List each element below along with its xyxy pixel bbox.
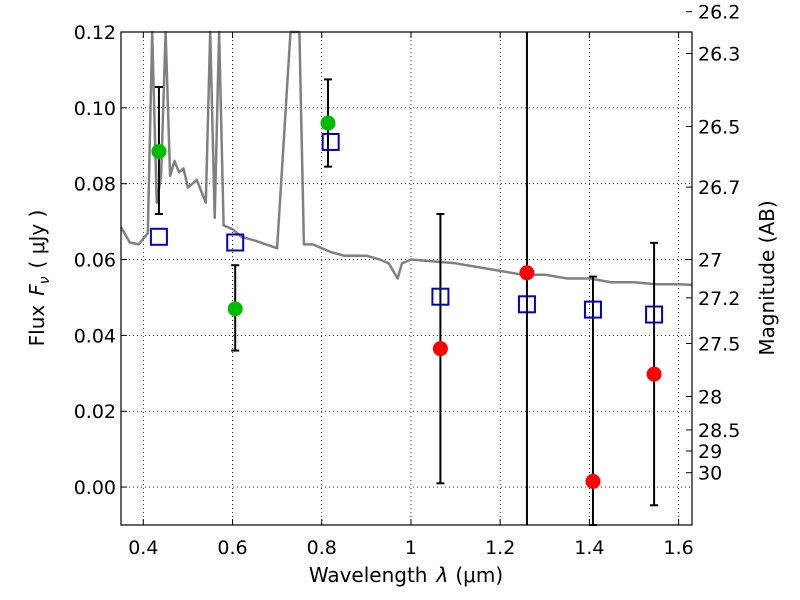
- x-tick-label: 0.8: [307, 537, 337, 559]
- plot-area: [121, 32, 692, 525]
- x-tick-label: 0.4: [128, 537, 158, 559]
- mag-tick-label: 27: [698, 250, 722, 272]
- observed-green-point: [320, 115, 336, 131]
- x-tick-label: 1.6: [664, 537, 694, 559]
- x-tick-label: 1.2: [485, 537, 515, 559]
- model-photometry-point: [583, 300, 602, 319]
- mag-tick-label: 27.5: [698, 334, 740, 356]
- y-tick-label: 0.02: [74, 401, 116, 423]
- model-photometry-point: [226, 233, 245, 252]
- mag-tick-label: 26.2: [698, 2, 740, 24]
- observed-red-point: [432, 341, 448, 357]
- model-photometry-point: [431, 287, 450, 306]
- mag-tick-label: 28.5: [698, 420, 740, 442]
- observed-green-point: [151, 143, 167, 159]
- mag-tick-label: 26.5: [698, 116, 740, 138]
- axis-ticks: 0.4 0.6 0.8 1 1.2 1.4 1.6 0.00 0.02 0.04 0.06 0.08 0…: [74, 2, 741, 559]
- y-tick-label: 0.08: [74, 174, 116, 196]
- observed-red-point: [519, 265, 535, 281]
- mag-tick-label: 30: [698, 463, 722, 485]
- model-photometry-point: [321, 132, 340, 151]
- mag-tick-label: 29: [698, 441, 722, 463]
- y-tick-label: 0.12: [74, 22, 116, 44]
- x-tick-label: 0.6: [217, 537, 247, 559]
- data-markers: [149, 115, 664, 489]
- plot-frame: [120, 31, 693, 526]
- mag-tick-label: 28: [698, 386, 722, 408]
- y-tick-label: 0.06: [74, 250, 116, 272]
- y-tick-label: 0.10: [74, 98, 116, 120]
- mag-tick-label: 26.7: [698, 177, 740, 199]
- model-photometry-point: [149, 227, 168, 246]
- observed-red-point: [646, 366, 662, 382]
- mag-tick-label: 27.2: [698, 288, 740, 310]
- observed-green-point: [227, 301, 243, 317]
- y-tick-label: 0.00: [74, 477, 116, 499]
- mag-tick-label: 26.3: [698, 44, 740, 66]
- observed-red-point: [585, 473, 601, 489]
- x-tick-label: 1.4: [574, 537, 604, 559]
- y-axis-right-label: Magnitude (AB): [755, 200, 779, 355]
- model-photometry-point: [517, 295, 536, 314]
- y-axis-label: FluxFν( μJy ): [25, 210, 53, 347]
- y-tick-label: 0.04: [74, 325, 116, 347]
- x-tick-label: 1: [405, 537, 417, 559]
- model-photometry-point: [645, 305, 664, 324]
- x-axis-label: Wavelength λ (μm): [309, 563, 503, 587]
